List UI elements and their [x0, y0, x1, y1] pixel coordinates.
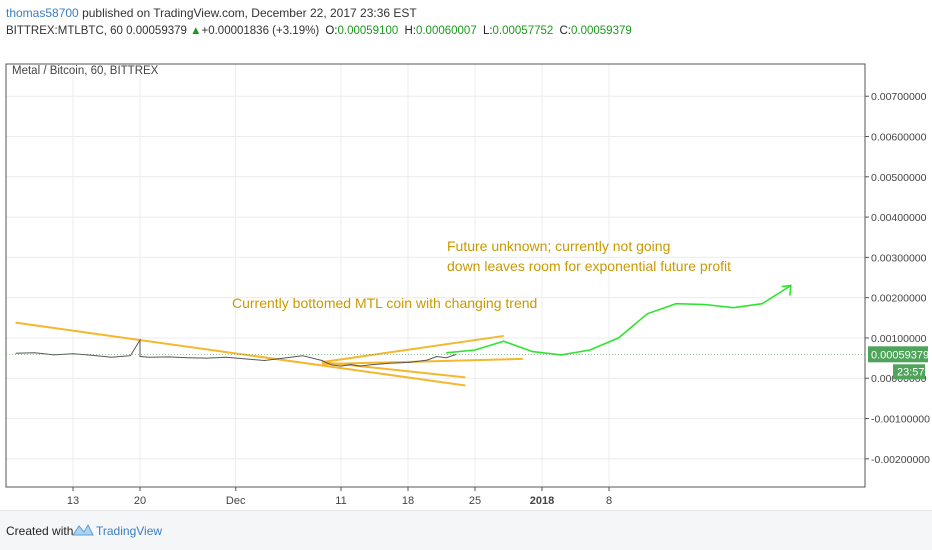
- tradingview-brand-link[interactable]: TradingView: [96, 524, 163, 538]
- trendline-rising-channel-bottom: [321, 357, 523, 366]
- ohlc-line: BITTREX:MTLBTC, 60 0.00059379 ▲+0.000018…: [6, 25, 632, 37]
- y-tick-label: -0.00200000: [871, 454, 930, 466]
- x-tick-label: 25: [469, 495, 481, 507]
- y-tick-label: 0.00200000: [871, 293, 927, 305]
- trendline-lower-support: [321, 361, 466, 379]
- annotation-future-line2: down leaves room for exponential future …: [447, 258, 731, 274]
- y-tick-label: 0.00100000: [871, 333, 927, 345]
- chart-grid: [6, 64, 865, 487]
- footer: Created with TradingView: [0, 510, 932, 550]
- y-tick-label: 0.00700000: [871, 91, 927, 103]
- open-label: O:: [325, 25, 338, 37]
- close-label: C:: [559, 25, 572, 37]
- x-tick-label: 20: [134, 495, 146, 507]
- created-with-text: Created with: [6, 524, 74, 538]
- low-label: L:: [482, 25, 493, 37]
- price-axis: 0.00700000 0.00600000 0.00500000 0.00400000…: [865, 91, 930, 466]
- chart-header: thomas58700 published on TradingView.com…: [0, 0, 932, 44]
- trendlines: [15, 321, 523, 387]
- open-value: 0.00059100: [337, 25, 399, 37]
- countdown-value: 23:57: [897, 366, 925, 378]
- plot-border: [5, 63, 866, 488]
- x-tick-label: 2018: [530, 495, 554, 507]
- y-tick-label: 0.00500000: [871, 172, 927, 184]
- x-tick-label: 11: [335, 495, 346, 507]
- author-link[interactable]: thomas58700: [6, 6, 79, 20]
- x-tick-label: Dec: [226, 495, 246, 507]
- projection-curve: [446, 284, 792, 356]
- last-price: 0.00059379: [126, 25, 187, 37]
- published-text: published on TradingView.com, December 2…: [82, 6, 417, 20]
- x-tick-label: 18: [402, 495, 414, 507]
- y-tick-label: 0.00400000: [871, 212, 927, 224]
- chart-title: Metal / Bitcoin, 60, BITTREX: [12, 65, 159, 77]
- x-tick-label: 8: [606, 495, 612, 507]
- tradingview-logo-icon: [72, 523, 94, 536]
- annotations: Currently bottomed MTL coin with changin…: [232, 238, 731, 311]
- countdown-label: 23:57: [893, 364, 925, 380]
- annotation-bottomed: Currently bottomed MTL coin with changin…: [232, 295, 537, 311]
- low-value: 0.00057752: [492, 25, 554, 37]
- trendline-rising-channel-top: [321, 334, 504, 364]
- projection-arrow-icon: [781, 284, 792, 296]
- up-arrow-icon: ▲: [190, 25, 202, 37]
- price-series: [15, 338, 457, 367]
- high-value: 0.00060007: [415, 25, 477, 37]
- price-change: +0.00001836 (+3.19%): [201, 25, 320, 37]
- x-tick-label: 13: [67, 495, 79, 507]
- high-label: H:: [404, 25, 416, 37]
- y-tick-label: -0.00100000: [871, 414, 930, 426]
- price-chart[interactable]: Metal / Bitcoin, 60, BITTREX 0.007000000…: [0, 44, 932, 510]
- annotation-future-line1: Future unknown; currently not going: [447, 238, 670, 254]
- publish-line: thomas58700 published on TradingView.com…: [6, 6, 417, 20]
- close-value: 0.00059379: [571, 25, 632, 37]
- time-axis: 13 20 Dec 11 18 25 2018 8: [67, 487, 612, 507]
- last-price-value: 0.00059379: [871, 349, 929, 361]
- y-tick-label: 0.00300000: [871, 252, 927, 264]
- y-tick-label: 0.00600000: [871, 132, 927, 144]
- symbol-label: BITTREX:MTLBTC, 60: [6, 25, 123, 37]
- last-price-label: 0.00059379: [868, 346, 929, 363]
